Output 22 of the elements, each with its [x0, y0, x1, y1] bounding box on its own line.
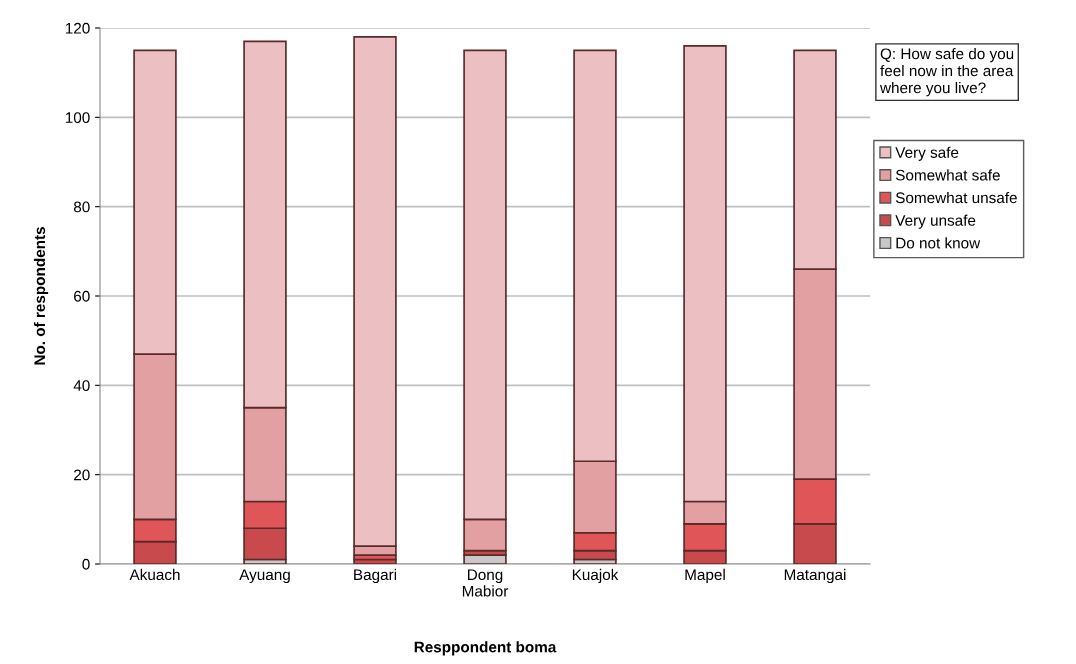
x-tick-label: Mapel	[685, 568, 725, 584]
legend-label: Do not know	[896, 237, 981, 249]
x-tick-label: Kuajok	[572, 568, 619, 584]
y-tick-label: 60	[74, 290, 90, 302]
legend-label: Very unsafe	[895, 214, 976, 229]
y-tick-label: 0	[82, 558, 90, 570]
x-tick-label: Dong Mabior	[462, 569, 509, 597]
y-axis-title: No. of respondents	[33, 227, 49, 365]
y-tick-label: 80	[73, 201, 90, 213]
legend-label: Very safe	[895, 146, 959, 161]
x-tick-label: Ayuang	[239, 569, 290, 584]
x-axis-title: Resppondent boma	[414, 641, 557, 656]
x-tick-label: Bagari	[354, 568, 397, 584]
legend-label: Somewhat unsafe	[895, 191, 1017, 204]
y-tick-label: 120	[65, 22, 90, 34]
text: Q: How safe do you feel now in the area where you live?	[879, 48, 1014, 97]
y-tick-label: 40	[73, 380, 90, 392]
legend-label: Somewhat safe	[895, 169, 1000, 181]
x-tick-label: Matangai	[784, 568, 846, 584]
y-tick-label: 100	[65, 112, 90, 124]
y-tick-label: 20	[74, 469, 90, 481]
x-tick-label: Akuach	[129, 568, 180, 581]
